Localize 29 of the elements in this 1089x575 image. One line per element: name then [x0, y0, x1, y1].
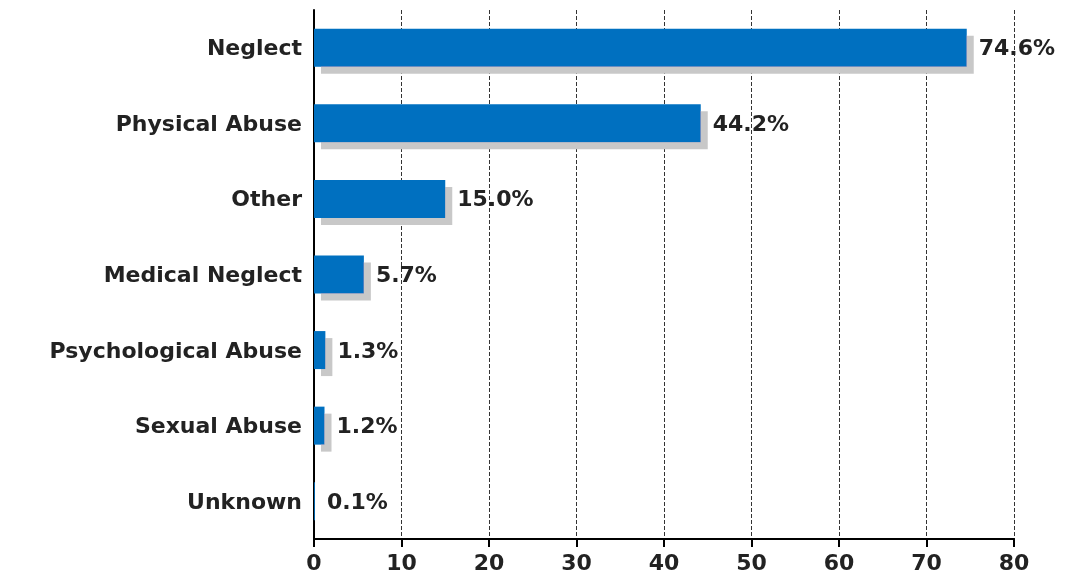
data-label: 0.1% [326, 488, 388, 514]
x-tick-label: 0 [306, 549, 322, 575]
y-tick-label: Unknown [187, 488, 302, 514]
y-tick-label: Neglect [206, 35, 303, 61]
data-label: 74.6% [978, 35, 1056, 61]
data-label: 44.2% [712, 110, 790, 136]
x-tick-label: 80 [998, 549, 1030, 575]
bar [314, 28, 967, 67]
x-tick-label: 10 [386, 549, 417, 575]
x-tick-label: 30 [561, 549, 592, 575]
bar [314, 331, 326, 370]
bar [314, 104, 701, 143]
x-tick-label: 40 [648, 549, 680, 575]
data-label: 1.3% [337, 337, 399, 363]
x-tick-label: 50 [736, 549, 767, 575]
x-tick-label: 20 [473, 549, 505, 575]
bar [314, 406, 325, 445]
y-tick-label: Sexual Abuse [134, 413, 302, 439]
data-label: 15.0% [457, 186, 534, 212]
x-tick-label: 60 [823, 549, 855, 575]
bar [314, 255, 364, 294]
y-tick-label: Physical Abuse [115, 110, 302, 136]
y-tick-label: Other [231, 186, 303, 212]
y-tick-label: Psychological Abuse [49, 337, 302, 363]
bar [314, 179, 446, 218]
data-label: 1.2% [336, 413, 398, 439]
data-label: 5.7% [375, 262, 437, 287]
y-tick-label: Medical Neglect [103, 262, 303, 287]
x-tick-label: 70 [911, 549, 942, 575]
